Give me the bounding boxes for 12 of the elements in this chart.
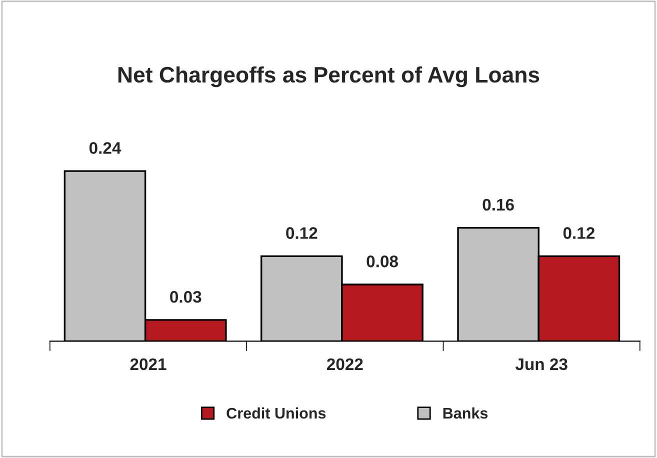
data-label: 0.12 [563,227,595,239]
chart-title: Net Chargeoffs as Percent of Avg Loans [118,66,540,88]
data-label: 0.08 [366,256,398,268]
data-label: 0.16 [482,198,514,211]
data-label: 0.03 [170,290,202,303]
data-label: 0.24 [89,142,122,154]
legend-label: Credit Unions [226,407,326,419]
x-tick-label: 2021 [130,358,166,370]
x-tick-label: 2022 [326,358,363,370]
x-tick-label: Jun 23 [515,358,568,370]
legend-label: Banks [443,407,488,419]
data-label: 0.12 [286,227,318,239]
